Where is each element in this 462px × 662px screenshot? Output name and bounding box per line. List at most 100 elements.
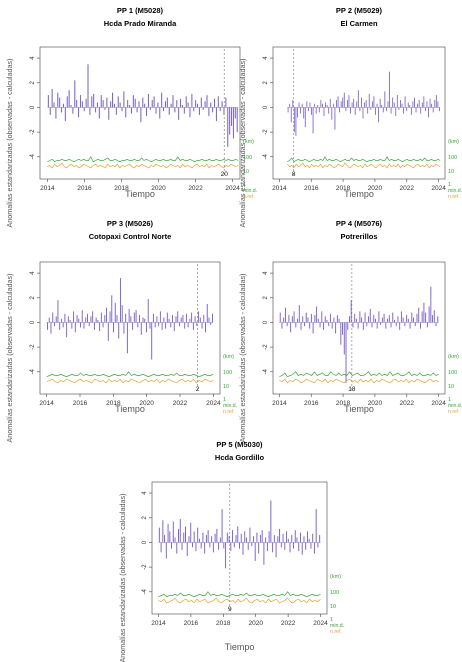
anomaly-bar <box>100 95 102 108</box>
anomaly-bar <box>217 96 219 108</box>
anomaly-bar <box>410 107 412 115</box>
anomaly-bar <box>153 96 155 108</box>
anomaly-bar <box>368 93 370 108</box>
anomaly-bar <box>311 107 312 115</box>
x-tick-label: 2018 <box>216 620 231 627</box>
anomaly-bar <box>352 322 354 328</box>
anomaly-bar <box>317 104 319 108</box>
panel-title: PP 5 (M5030) <box>216 440 263 449</box>
anomaly-bar <box>291 535 293 543</box>
anomaly-bar <box>119 102 121 108</box>
anomaly-bar <box>90 316 92 323</box>
anomaly-bar <box>310 313 312 323</box>
x-tick-label: 2018 <box>106 400 121 407</box>
anomaly-bar <box>275 542 277 558</box>
x-tick-label: 2014 <box>272 185 287 192</box>
anomaly-bar <box>221 101 223 108</box>
green-series <box>47 156 239 163</box>
y-tick-label: 0 <box>142 540 148 544</box>
right-label-km: (km) <box>243 139 254 145</box>
anomaly-bar <box>139 315 141 323</box>
anomaly-bar <box>198 311 200 323</box>
anomaly-bar <box>187 322 189 328</box>
anomaly-bar <box>233 542 235 548</box>
anomaly-bar <box>370 107 372 110</box>
y-tick-label: -2 <box>263 129 269 135</box>
anomaly-bar <box>87 64 89 108</box>
panel-4: PP 4 (M5076) Potrerillos Anomalías estanda… <box>238 219 462 443</box>
y-tick-label: -4 <box>30 368 36 374</box>
anomaly-bar <box>249 527 251 543</box>
anomaly-bar <box>64 107 66 122</box>
anomaly-bar <box>378 107 380 123</box>
anomaly-bar <box>289 103 291 108</box>
anomaly-bar <box>284 307 286 323</box>
anomaly-bar <box>419 322 421 329</box>
anomaly-bar <box>91 96 93 108</box>
x-axis-label: Tiempo <box>344 404 374 414</box>
anomaly-bar <box>328 107 330 114</box>
anomaly-bar <box>328 322 330 327</box>
anomaly-bar <box>133 312 135 323</box>
anomaly-bar <box>396 95 398 108</box>
right-label-km: (km) <box>448 139 459 145</box>
anomaly-bar <box>407 102 409 108</box>
anomaly-bar <box>104 315 106 323</box>
anomaly-bar <box>282 533 284 543</box>
anomaly-bar <box>140 322 142 335</box>
anomaly-bar <box>151 322 153 360</box>
anomaly-bar <box>268 531 270 543</box>
anomaly-bar <box>309 322 311 329</box>
y-axis-label: Anomalías estandarizadas (observadas - c… <box>5 274 14 443</box>
anomaly-bar <box>177 311 179 323</box>
y-tick-label: 2 <box>30 80 36 84</box>
anomaly-bar <box>125 313 127 323</box>
anomaly-bar <box>314 103 316 108</box>
anomaly-bar <box>174 537 176 543</box>
anomaly-bar <box>178 107 180 120</box>
anomaly-bar <box>435 95 437 108</box>
anomaly-bar <box>329 313 331 323</box>
anomaly-bar <box>111 295 113 323</box>
anomaly-bar <box>189 318 191 323</box>
x-tick-label: 2016 <box>304 185 319 192</box>
anomaly-bar <box>309 102 311 108</box>
y-tick-label: 2 <box>30 295 36 299</box>
anomaly-bar <box>263 542 265 565</box>
anomaly-bar <box>284 542 286 550</box>
anomaly-bar <box>295 322 297 328</box>
y-tick-label: 4 <box>30 271 36 275</box>
anomaly-bar <box>102 322 104 328</box>
anomaly-bar <box>336 315 338 323</box>
anomaly-bar <box>130 107 132 114</box>
anomaly-bar <box>191 312 193 323</box>
anomaly-bar <box>190 522 192 543</box>
anomaly-bar <box>349 316 350 323</box>
anomaly-bar <box>157 102 159 108</box>
anomaly-bar <box>293 107 295 133</box>
right-label-min-d: min.d. <box>448 403 462 409</box>
anomaly-bar <box>247 542 249 550</box>
anomaly-bar <box>211 313 213 323</box>
anomaly-bar <box>85 98 87 108</box>
marker-label: 2 <box>196 386 200 393</box>
anomaly-bar <box>187 102 189 108</box>
anomaly-bar <box>421 311 423 323</box>
anomaly-bar <box>68 90 70 108</box>
anomaly-bar <box>172 95 174 108</box>
anomaly-bar <box>415 107 417 113</box>
y-axis-label: Anomalías estandarizadas (observadas - c… <box>238 274 247 443</box>
anomaly-bar <box>99 322 101 332</box>
anomaly-bar <box>300 532 301 543</box>
anomaly-bar <box>379 98 381 108</box>
anomaly-bar <box>303 107 305 119</box>
anomaly-bar <box>322 103 323 108</box>
panel-title: PP 1 (M5028) <box>117 6 164 15</box>
anomaly-bar <box>47 95 49 108</box>
anomaly-bar <box>364 312 366 323</box>
anomaly-bar <box>374 318 376 323</box>
anomaly-bar <box>291 316 293 323</box>
orange-series <box>279 378 439 384</box>
anomaly-bar <box>366 322 368 327</box>
